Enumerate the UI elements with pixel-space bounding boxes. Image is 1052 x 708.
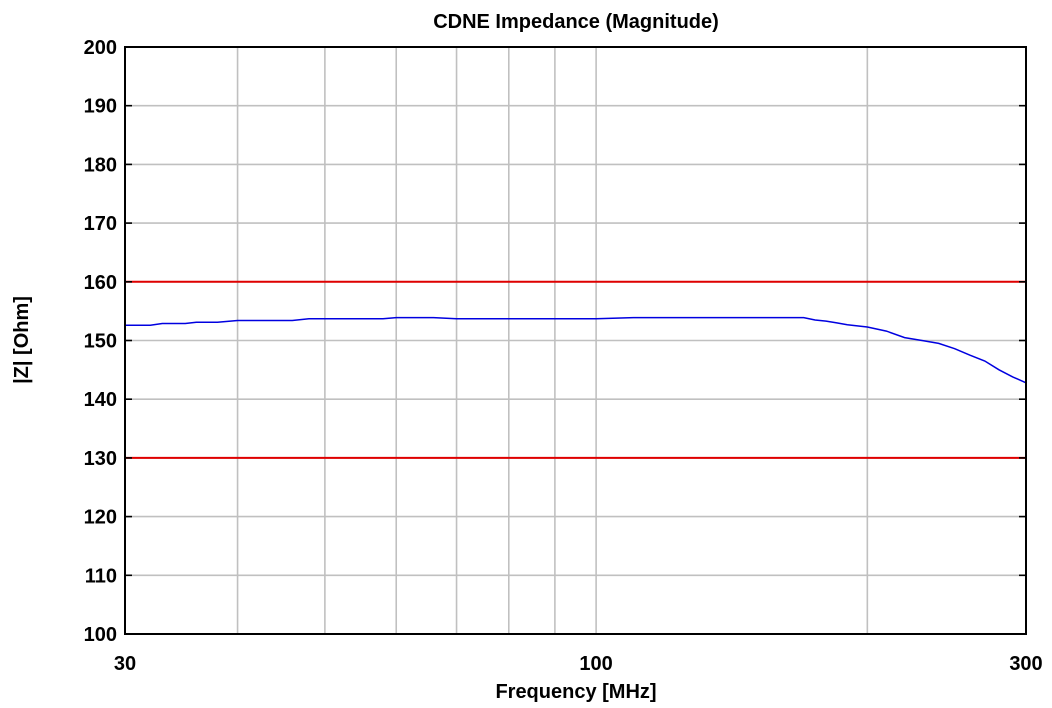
x-tick-label-300: 300 <box>1009 653 1042 675</box>
x-axis-label: Frequency [MHz] <box>495 681 656 703</box>
y-tick-label-180: 180 <box>84 154 117 176</box>
grid-layer <box>125 47 1026 634</box>
y-tick-label-120: 120 <box>84 507 117 529</box>
axis-ticks: 100 110 120 130 140 150 160 170 180 190 200 30 100 30… <box>84 37 1043 675</box>
reference-lines <box>125 280 1026 459</box>
y-tick-label-200: 200 <box>84 37 117 59</box>
series-line-0 <box>125 316 1027 384</box>
x-tick-label-100: 100 <box>579 653 612 675</box>
y-tick-label-170: 170 <box>84 213 117 235</box>
y-axis-label: |Z| [Ohm] <box>11 296 33 384</box>
chart-title: CDNE Impedance (Magnitude) <box>433 11 719 33</box>
y-tick-label-110: 110 <box>85 565 117 587</box>
y-tick-label-150: 150 <box>84 331 117 353</box>
y-tick-label-130: 130 <box>84 448 117 470</box>
y-tick-label-160: 160 <box>84 272 117 294</box>
y-tick-label-190: 190 <box>84 96 117 118</box>
series-layer <box>125 316 1027 384</box>
y-tick-label-100: 100 <box>84 624 117 646</box>
x-tick-label-30: 30 <box>114 653 136 675</box>
y-tick-label-140: 140 <box>84 389 117 411</box>
